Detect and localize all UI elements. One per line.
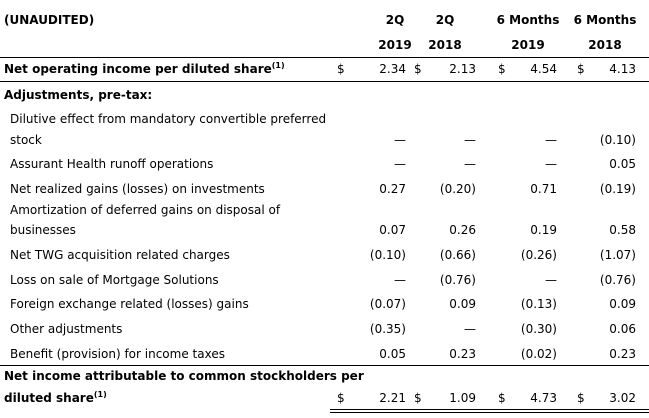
currency-symbol: $ [414,391,422,405]
currency-symbol: $ [337,391,345,405]
value-2q-2018: 0.09 [449,297,476,311]
value-2q-2019: — [394,273,406,287]
total-double-rule-bottom [330,412,649,413]
value-6m-2019: — [545,133,557,147]
col-2q-2019-year: 2019 [378,38,412,52]
value-2q-2019: — [394,157,406,171]
value-2q-2018: (0.66) [439,248,476,262]
table-row-other-adjustments: Other adjustments (0.35) — (0.30) 0.06 [0,319,649,339]
row-label: Net income attributable to common stockh… [4,369,364,383]
row-label: Benefit (provision) for income taxes [10,347,225,361]
currency-symbol: $ [337,62,345,76]
col-6m-2018-year: 2018 [588,38,622,52]
value-2q-2019: 2.34 [379,62,406,76]
value-6m-2019: 4.73 [530,391,557,405]
row-label: Dilutive effect from mandatory convertib… [10,112,327,126]
value-6m-2018: (1.07) [599,248,636,262]
header-rule [0,57,649,58]
table-row-net-operating-income: Net operating income per diluted share(1… [0,59,649,79]
value-2q-2018: — [464,133,476,147]
value-2q-2019: (0.10) [369,248,406,262]
value-2q-2019: (0.35) [369,322,406,336]
value-6m-2018: (0.76) [599,273,636,287]
value-2q-2018: (0.20) [439,182,476,196]
value-6m-2019: 0.71 [530,182,557,196]
row-label: Net TWG acquisition related charges [10,248,230,262]
table-row-net-income: diluted share(1) $ 2.21 $ 1.09 $ 4.73 $ … [0,388,649,408]
value-2q-2018: (0.76) [439,273,476,287]
currency-symbol: $ [577,391,585,405]
table-row-dilutive: stock — — — (0.10) [0,130,649,150]
value-2q-2018: 0.26 [449,223,476,237]
row-label: Net realized gains (losses) on investmen… [10,182,265,196]
col-2q-2018-year: 2018 [428,38,462,52]
value-6m-2018: 0.09 [609,297,636,311]
row-label: Foreign exchange related (losses) gains [10,297,249,311]
section-label-adjustments: Adjustments, pre-tax: [0,85,649,105]
value-2q-2019: 0.05 [379,347,406,361]
value-6m-2019: (0.02) [520,347,557,361]
table-row-mortgage-solutions: Loss on sale of Mortgage Solutions — (0.… [0,270,649,290]
col-6m-2018-period: 6 Months [573,13,637,27]
table-row-twg-acquisition: Net TWG acquisition related charges (0.1… [0,245,649,265]
value-2q-2019: 2.21 [379,391,406,405]
value-2q-2018: — [464,157,476,171]
value-6m-2018: (0.10) [599,133,636,147]
row-label: Other adjustments [10,322,123,336]
header-row-2: 2019 2018 2019 2018 [0,35,649,55]
value-6m-2019: — [545,273,557,287]
header-row-1: (UNAUDITED) 2Q 2Q 6 Months 6 Months [0,10,649,30]
row-label: Assurant Health runoff operations [10,157,214,171]
value-2q-2018: — [464,322,476,336]
table-row-dilutive-line1: Dilutive effect from mandatory convertib… [0,109,649,129]
row-label-continued: businesses [10,223,76,237]
col-2q-2019-period: 2Q [385,13,405,27]
value-2q-2019: 0.07 [379,223,406,237]
value-6m-2018: 0.23 [609,347,636,361]
value-2q-2019: — [394,133,406,147]
currency-symbol: $ [414,62,422,76]
value-6m-2018: 3.02 [609,391,636,405]
value-2q-2018: 0.23 [449,347,476,361]
table-row-net-income-line1: Net income attributable to common stockh… [0,366,649,386]
row-label: Net operating income per diluted share(1… [4,61,285,77]
value-6m-2019: (0.13) [520,297,557,311]
col-6m-2019-year: 2019 [511,38,545,52]
subtotal-rule [0,365,649,366]
value-6m-2019: 4.54 [530,62,557,76]
row-label: Amortization of deferred gains on dispos… [10,203,281,217]
table-row-foreign-exchange: Foreign exchange related (losses) gains … [0,294,649,314]
value-6m-2019: — [545,157,557,171]
value-6m-2018: (0.19) [599,182,636,196]
currency-symbol: $ [498,62,506,76]
table-row-assurant-health: Assurant Health runoff operations — — — … [0,154,649,174]
value-2q-2019: 0.27 [379,182,406,196]
table-row-amortization-line1: Amortization of deferred gains on dispos… [0,200,649,220]
table-row-amortization: businesses 0.07 0.26 0.19 0.58 [0,220,649,240]
value-2q-2018: 1.09 [449,391,476,405]
currency-symbol: $ [498,391,506,405]
total-double-rule-top [330,409,649,410]
value-6m-2018: 0.06 [609,322,636,336]
table-row-net-realized-gains: Net realized gains (losses) on investmen… [0,179,649,199]
col-6m-2019-period: 6 Months [496,13,560,27]
value-6m-2019: (0.26) [520,248,557,262]
value-2q-2018: 2.13 [449,62,476,76]
value-6m-2019: 0.19 [530,223,557,237]
row-label-continued: diluted share(1) [4,390,107,406]
row-rule [0,81,649,82]
table-row-income-taxes: Benefit (provision) for income taxes 0.0… [0,344,649,364]
value-2q-2019: (0.07) [369,297,406,311]
row-label-continued: stock [10,133,42,147]
unaudited-label: (UNAUDITED) [4,13,95,27]
value-6m-2018: 4.13 [609,62,636,76]
currency-symbol: $ [577,62,585,76]
col-2q-2018-period: 2Q [435,13,455,27]
value-6m-2018: 0.05 [609,157,636,171]
adjustments-label: Adjustments, pre-tax: [4,88,153,102]
row-label: Loss on sale of Mortgage Solutions [10,273,219,287]
value-6m-2018: 0.58 [609,223,636,237]
value-6m-2019: (0.30) [520,322,557,336]
